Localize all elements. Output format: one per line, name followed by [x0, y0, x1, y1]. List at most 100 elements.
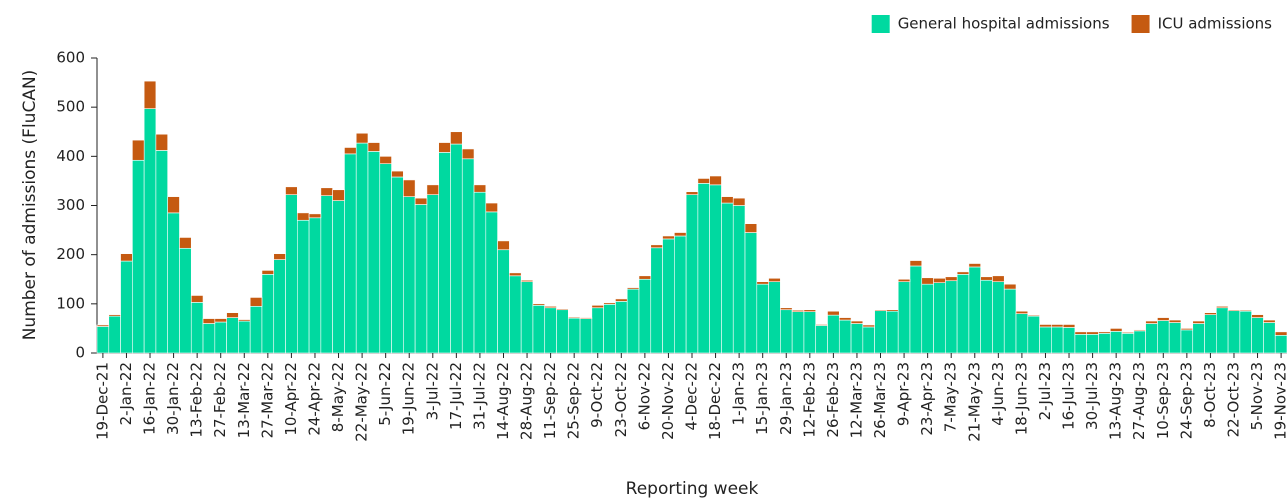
bar-segment [1086, 334, 1099, 354]
bar-segment [591, 307, 604, 354]
bar-segment [933, 282, 946, 354]
bar-segment [344, 147, 357, 155]
bar-segment [850, 323, 864, 354]
bar-segment [355, 142, 369, 354]
bar-segment [1015, 313, 1029, 354]
bar-segment [744, 223, 758, 233]
y-tick-label: 400 [56, 147, 85, 165]
x-tick-label: 6-Nov-22 [635, 362, 653, 430]
bar-segment [238, 319, 251, 322]
bar-segment [615, 301, 628, 354]
bar-segment [379, 163, 392, 354]
bar-segment [1180, 329, 1194, 354]
bar-segment [450, 143, 463, 354]
bar-segment [567, 317, 581, 354]
bar-segment [874, 309, 887, 312]
bar-segment [96, 324, 110, 327]
bar-segment [261, 274, 275, 354]
bar-segment [332, 200, 345, 354]
bar-segment [473, 184, 487, 193]
bar-segment [1145, 323, 1158, 354]
x-tick-label: 10-Apr-22 [282, 362, 300, 436]
bar-segment [1180, 328, 1194, 331]
bar-segment [1074, 331, 1088, 335]
bar-segment [520, 281, 534, 354]
bar-segment [897, 278, 911, 283]
x-tick-label: 13-Aug-23 [1107, 362, 1125, 440]
bar-segment [520, 279, 534, 283]
bar-segment [1216, 307, 1229, 354]
bar-segment [968, 266, 981, 354]
bar-segment [780, 309, 793, 354]
x-tick-label: 28-Aug-22 [518, 362, 536, 440]
bar-segment [1263, 322, 1276, 354]
legend-swatch [1131, 15, 1150, 33]
bar-segment [1239, 310, 1252, 354]
bar-segment [485, 202, 498, 213]
bar-segment [249, 305, 263, 354]
bar-segment [744, 232, 758, 354]
bar-segment [556, 308, 569, 311]
bar-segment [732, 205, 746, 354]
x-tick-label: 24-Sep-23 [1177, 362, 1195, 439]
bar-segment [1251, 317, 1264, 354]
bar-segment [567, 316, 581, 319]
bar-segment [791, 311, 805, 354]
x-tick-label: 24-Apr-22 [305, 362, 323, 436]
bar-segment [120, 253, 133, 262]
bar-segment [461, 148, 475, 160]
bar-segment [626, 288, 640, 354]
bar-segment [685, 191, 699, 195]
bar-segment [1109, 331, 1123, 354]
bar-segment [202, 318, 216, 324]
bar-segment [96, 326, 110, 354]
bar-segment [414, 204, 428, 354]
bar-segment [296, 212, 310, 221]
legend-label: General hospital admissions [898, 15, 1110, 33]
bar-segment [956, 271, 970, 275]
legend-label: ICU admissions [1158, 15, 1273, 33]
bar-segment [367, 151, 381, 354]
bar-segment [638, 275, 652, 280]
bar-segment [1216, 305, 1229, 309]
x-tick-label: 22-Oct-23 [1224, 362, 1242, 437]
bar-segment [438, 142, 451, 153]
bar-segment [909, 260, 923, 267]
bar-segment [886, 309, 899, 312]
bar-segment [662, 235, 675, 240]
bar-segment [1098, 331, 1111, 334]
bar-segment [344, 153, 357, 354]
x-axis-title: Reporting week [626, 479, 759, 499]
x-tick-label: 18-Jun-23 [1012, 362, 1030, 435]
x-tick-label: 15-Jan-23 [753, 362, 771, 435]
x-tick-label: 22-May-22 [353, 362, 371, 442]
bar-segment [1157, 317, 1170, 321]
x-tick-label: 29-Jan-23 [777, 362, 795, 435]
bar-segment [391, 176, 404, 354]
bar-segment [1121, 333, 1135, 354]
bar-segment [768, 281, 781, 354]
bar-segment [615, 298, 628, 302]
bar-segment [414, 197, 428, 205]
bar-segment [579, 317, 593, 319]
bar-segment [190, 302, 204, 354]
bar-segment [332, 189, 345, 201]
bar-segment [721, 202, 734, 354]
x-tick-label: 13-Feb-22 [188, 362, 206, 438]
bar-segment [1039, 324, 1052, 328]
bar-segment [838, 319, 852, 354]
bar-segment [426, 194, 439, 354]
bar-segment [202, 323, 216, 354]
bar-segment [1074, 334, 1088, 354]
bar-segment [1192, 320, 1205, 324]
bar-segment [838, 317, 852, 321]
bar-segment [1145, 320, 1158, 324]
bar-segment [532, 305, 546, 354]
bar-segment [226, 317, 239, 354]
bar-segment [308, 213, 322, 219]
x-tick-label: 17-Jul-22 [447, 362, 465, 430]
bar-segment [992, 275, 1005, 283]
bar-segment [980, 276, 993, 281]
bar-segment [1133, 329, 1146, 332]
